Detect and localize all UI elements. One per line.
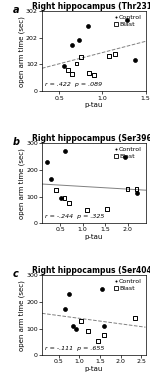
Point [126,186,129,192]
Point [97,338,99,344]
Point [125,17,128,23]
X-axis label: p-tau: p-tau [85,234,103,240]
Point [134,57,136,63]
Point [93,73,95,79]
Y-axis label: open arm time (sec): open arm time (sec) [18,16,25,87]
Legend: Control, Blast: Control, Blast [114,279,142,291]
Point [103,323,105,329]
Text: r = -.244  p = .325: r = -.244 p = .325 [45,214,105,218]
Point [80,318,83,324]
Point [135,190,138,196]
Point [106,206,108,212]
Point [63,195,66,201]
Point [68,291,70,297]
Point [75,60,78,67]
Point [124,153,126,160]
Text: b: b [13,137,20,147]
Title: Right hippocampus (Ser396): Right hippocampus (Ser396) [32,133,150,143]
Point [50,176,52,182]
Point [134,315,136,321]
Point [64,306,66,312]
Point [60,195,62,201]
Point [103,332,105,338]
Legend: Control, Blast: Control, Blast [114,146,142,160]
Point [71,71,73,77]
Point [45,159,48,165]
Point [67,67,69,73]
Y-axis label: open arm time (sec): open arm time (sec) [18,148,25,219]
Point [62,63,65,69]
Point [114,51,117,57]
X-axis label: p-tau: p-tau [85,366,103,372]
Point [86,328,89,335]
Point [68,200,70,206]
Point [71,42,73,48]
Point [78,37,80,43]
Text: a: a [13,5,20,15]
Point [135,186,138,192]
Text: r = -.111  p = .655: r = -.111 p = .655 [45,345,105,350]
X-axis label: p-tau: p-tau [85,102,103,108]
Point [88,70,91,76]
Point [86,207,88,213]
Text: r = .422  p = .089: r = .422 p = .089 [45,82,102,87]
Title: Right hippocampus (Ser404): Right hippocampus (Ser404) [32,266,150,274]
Title: Right hippocampus (Thr231): Right hippocampus (Thr231) [32,2,150,11]
Point [80,54,82,60]
Point [87,23,89,29]
Point [75,325,77,332]
Point [64,148,67,154]
Point [55,187,58,193]
Legend: Control, Blast: Control, Blast [114,14,142,27]
Point [72,323,74,329]
Point [108,53,110,59]
Text: c: c [13,269,19,279]
Y-axis label: open arm time (sec): open arm time (sec) [18,280,25,351]
Point [101,286,103,292]
